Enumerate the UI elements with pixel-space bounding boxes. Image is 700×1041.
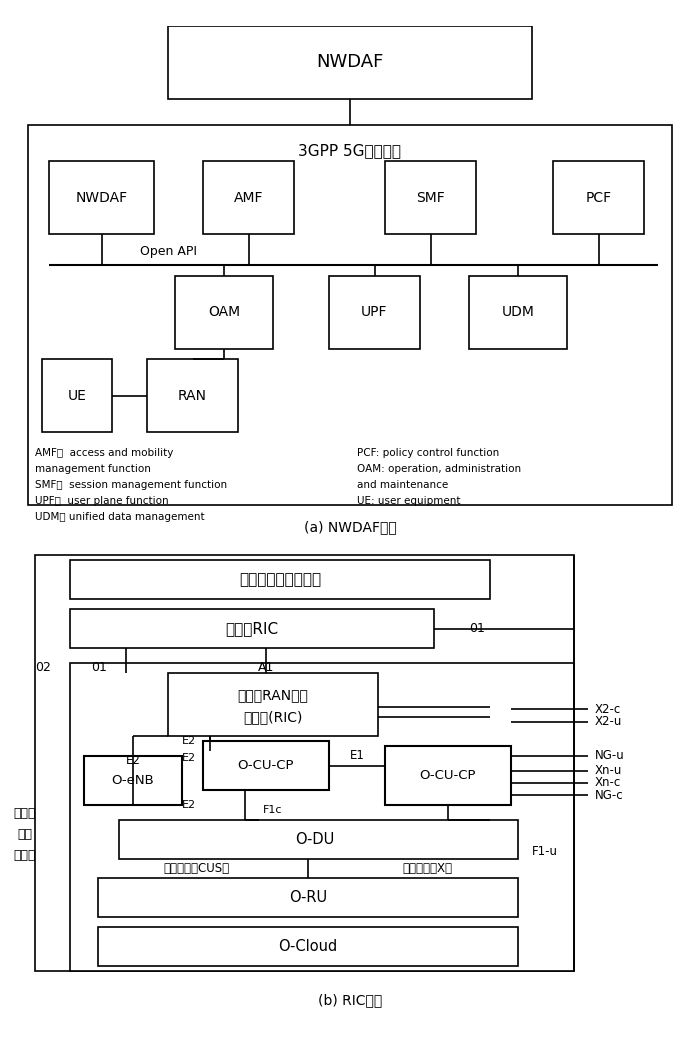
Text: (b) RIC架构: (b) RIC架构 [318, 993, 382, 1008]
Text: NG-u: NG-u [595, 750, 624, 762]
Bar [469, 276, 567, 349]
Text: O-eNB: O-eNB [111, 773, 155, 787]
Text: UPF：  user plane function: UPF： user plane function [35, 496, 169, 506]
Bar [70, 663, 574, 971]
Bar [119, 819, 518, 859]
Text: E2: E2 [182, 799, 196, 810]
Bar [42, 359, 112, 432]
Bar [84, 756, 182, 805]
Text: OAM: OAM [208, 305, 240, 320]
Text: O-Cloud: O-Cloud [279, 939, 337, 955]
Text: E2: E2 [182, 754, 196, 763]
Text: 01: 01 [91, 661, 107, 675]
Bar [98, 928, 518, 966]
Text: X2-u: X2-u [595, 715, 622, 729]
Text: UDM： unified data management: UDM： unified data management [35, 512, 204, 523]
Text: E2: E2 [125, 755, 141, 767]
Text: SMF: SMF [416, 191, 445, 205]
Text: OAM: operation, administration: OAM: operation, administration [357, 464, 521, 474]
Text: NWDAF: NWDAF [316, 53, 384, 72]
Bar [203, 161, 294, 234]
Text: 近实时RAN智能: 近实时RAN智能 [237, 688, 309, 702]
Text: (a) NWDAF架构: (a) NWDAF架构 [304, 520, 396, 534]
Text: 开放式
前端
管理面: 开放式 前端 管理面 [13, 807, 36, 862]
Bar [49, 161, 154, 234]
Text: A1: A1 [258, 661, 274, 675]
Text: 非实时RIC: 非实时RIC [225, 621, 279, 636]
Bar [553, 161, 644, 234]
Text: RAN: RAN [178, 388, 207, 403]
Bar [175, 276, 273, 349]
Text: NWDAF: NWDAF [76, 191, 127, 205]
Text: management function: management function [35, 464, 151, 474]
Text: 服务管理和编排框架: 服务管理和编排框架 [239, 573, 321, 587]
Text: AMF：  access and mobility: AMF： access and mobility [35, 448, 174, 458]
Text: UDM: UDM [502, 305, 534, 320]
Text: AMF: AMF [234, 191, 263, 205]
Text: UE: UE [68, 388, 86, 403]
Bar [70, 560, 490, 600]
Bar [147, 359, 238, 432]
Text: PCF: policy control function: PCF: policy control function [357, 448, 499, 458]
Bar [385, 746, 511, 805]
Bar [70, 609, 434, 649]
Text: 01: 01 [469, 623, 485, 635]
Text: E2: E2 [182, 736, 196, 746]
Text: UPF: UPF [361, 305, 388, 320]
Text: E1: E1 [349, 750, 365, 762]
Bar [203, 741, 329, 790]
Text: F1c: F1c [263, 805, 283, 815]
Text: O-CU-CP: O-CU-CP [420, 769, 476, 782]
Text: 开放式前端X面: 开放式前端X面 [402, 862, 452, 875]
Bar [98, 879, 518, 917]
Text: X2-c: X2-c [595, 703, 622, 716]
Text: O-CU-CP: O-CU-CP [238, 759, 294, 772]
Bar [168, 672, 378, 736]
Text: NG-c: NG-c [595, 789, 624, 802]
Text: Open API: Open API [140, 246, 197, 258]
Bar [329, 276, 420, 349]
Text: SMF：  session management function: SMF： session management function [35, 480, 227, 490]
Text: 3GPP 5G网络架构: 3GPP 5G网络架构 [298, 144, 402, 158]
Text: 02: 02 [35, 661, 51, 675]
Bar [28, 125, 672, 505]
Bar [35, 556, 574, 971]
Text: UE: user equipment: UE: user equipment [357, 496, 461, 506]
Text: 开放式前端CUS面: 开放式前端CUS面 [163, 862, 229, 875]
Text: PCF: PCF [585, 191, 612, 205]
Text: O-DU: O-DU [295, 832, 335, 846]
Bar [168, 26, 532, 99]
Text: Xn-u: Xn-u [595, 764, 622, 778]
Text: F1-u: F1-u [532, 845, 558, 858]
Bar [385, 161, 476, 234]
Text: and maintenance: and maintenance [357, 480, 448, 490]
Text: 控制器(RIC): 控制器(RIC) [244, 710, 302, 723]
Text: Xn-c: Xn-c [595, 777, 622, 789]
Text: O-RU: O-RU [289, 890, 327, 906]
